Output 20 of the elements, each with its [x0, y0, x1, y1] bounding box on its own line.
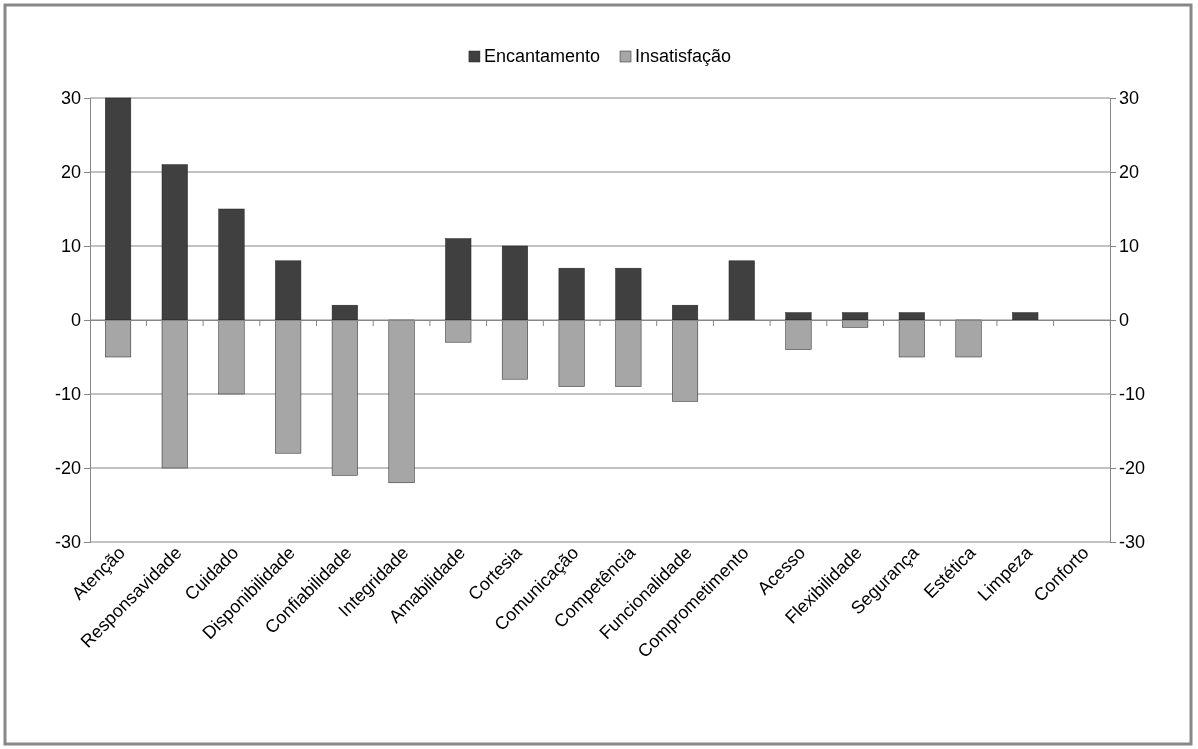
y2-tick-label: 10 — [1119, 236, 1140, 257]
bar — [1012, 312, 1039, 321]
bar — [388, 319, 415, 484]
y2-tick-label: 20 — [1119, 162, 1140, 183]
bar — [955, 319, 982, 358]
y-tick-label: 30 — [60, 88, 81, 109]
y-tick-label: -10 — [54, 384, 81, 405]
legend-label: Insatisfação — [635, 46, 732, 66]
y2-tick-label: -30 — [1119, 532, 1146, 553]
y2-tick-label: 0 — [1119, 310, 1130, 331]
y-tick-label: 0 — [70, 310, 81, 331]
bar — [728, 260, 755, 321]
y-tick-label: 20 — [60, 162, 81, 183]
y-tick-label: -20 — [54, 458, 81, 479]
y-tick-label: 10 — [60, 236, 81, 257]
y2-tick-label: 30 — [1119, 88, 1140, 109]
legend-label: Encantamento — [483, 46, 601, 66]
y2-tick-label: -20 — [1119, 458, 1146, 479]
y-tick-label: -30 — [54, 532, 81, 553]
y2-tick-label: -10 — [1119, 384, 1146, 405]
